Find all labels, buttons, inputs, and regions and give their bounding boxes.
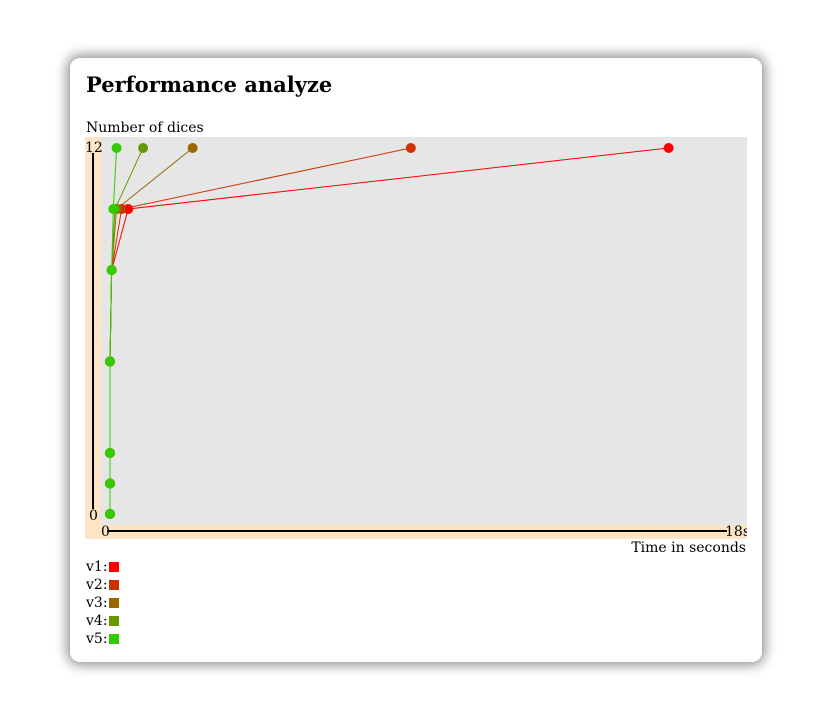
legend-item-v2: v2:	[86, 576, 119, 594]
data-point-v5-2	[105, 448, 115, 458]
legend-swatch	[108, 598, 119, 608]
page-title: Performance analyze	[86, 72, 333, 97]
data-point-v5-4	[106, 265, 117, 275]
x-tick-label-max: 18s	[725, 524, 747, 539]
data-point-v5-1	[105, 478, 115, 489]
legend-item-v5: v5:	[86, 630, 119, 648]
x-axis-label: Time in seconds	[631, 540, 746, 556]
legend-swatch	[108, 634, 119, 644]
data-point-v2-6	[405, 143, 416, 153]
data-point-v1-6	[663, 143, 674, 153]
x-tick-label-min: 0	[101, 524, 110, 539]
data-point-v5-5	[108, 204, 119, 214]
data-point-v5-6	[111, 143, 122, 153]
legend-swatch	[108, 616, 119, 626]
legend-label: v5:	[86, 631, 108, 647]
plot-area	[101, 137, 747, 525]
legend-item-v4: v4:	[86, 612, 119, 630]
legend-label: v4:	[86, 613, 108, 629]
legend: v1: v2: v3: v4: v5:	[86, 558, 119, 648]
legend-swatch	[108, 580, 119, 590]
data-point-v3-6	[187, 143, 198, 153]
y-axis-label: Number of dices	[86, 120, 204, 136]
series-layer	[105, 143, 674, 519]
legend-item-v3: v3:	[86, 594, 119, 612]
performance-chart: 12 0 0 18s	[85, 137, 747, 539]
legend-label: v3:	[86, 595, 108, 611]
legend-item-v1: v1:	[86, 558, 119, 576]
data-point-v5-3	[105, 356, 115, 367]
legend-label: v2:	[86, 577, 108, 593]
legend-swatch	[108, 562, 119, 572]
legend-label: v1:	[86, 559, 108, 575]
data-point-v5-0	[105, 509, 115, 519]
y-tick-label-min: 0	[89, 508, 98, 524]
data-point-v4-6	[138, 143, 149, 153]
y-tick-label-max: 12	[85, 140, 103, 156]
